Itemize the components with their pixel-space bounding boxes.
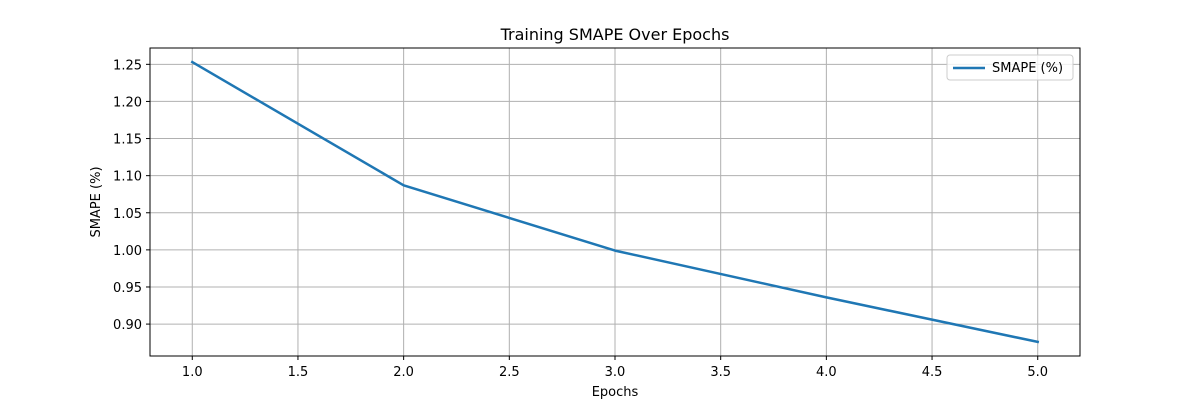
x-tick-label: 4.0 — [816, 365, 837, 380]
plot-frame — [149, 47, 1081, 357]
x-tick-label: 2.0 — [393, 365, 414, 380]
grid — [150, 48, 1080, 356]
legend-box — [946, 54, 1074, 81]
y-tick-label: 0.95 — [113, 281, 142, 296]
x-axis-label: Epochs — [592, 385, 639, 400]
y-tick-label: 1.15 — [113, 133, 142, 148]
series-line — [190, 60, 1040, 344]
x-tick-label: 3.0 — [605, 365, 626, 380]
chart-title: Training SMAPE Over Epochs — [500, 25, 730, 44]
x-tick-label: 2.5 — [499, 365, 520, 380]
x-tick-label: 3.5 — [710, 365, 731, 380]
y-tick-label: 1.20 — [113, 95, 142, 110]
legend: SMAPE (%) — [946, 54, 1074, 81]
ticks: 1.0 1.5 2.0 2.5 3.0 3.5 4.0 4.5 5.0 0.90 0.95 1.00 1… — [113, 58, 1048, 380]
series-layer — [190, 60, 1040, 344]
x-tick-label: 1.0 — [182, 365, 203, 380]
x-tick-label: 5.0 — [1027, 365, 1048, 380]
y-tick-label: 1.10 — [113, 170, 142, 185]
legend-label: SMAPE (%) — [992, 61, 1063, 76]
x-tick-label: 4.5 — [922, 365, 943, 380]
y-tick-label: 1.05 — [113, 207, 142, 222]
y-tick-label: 1.00 — [113, 244, 142, 259]
y-tick-label: 0.90 — [113, 318, 142, 333]
y-tick-label: 1.25 — [113, 58, 142, 73]
x-tick-label: 1.5 — [288, 365, 309, 380]
y-axis-label: SMAPE (%) — [89, 166, 104, 237]
